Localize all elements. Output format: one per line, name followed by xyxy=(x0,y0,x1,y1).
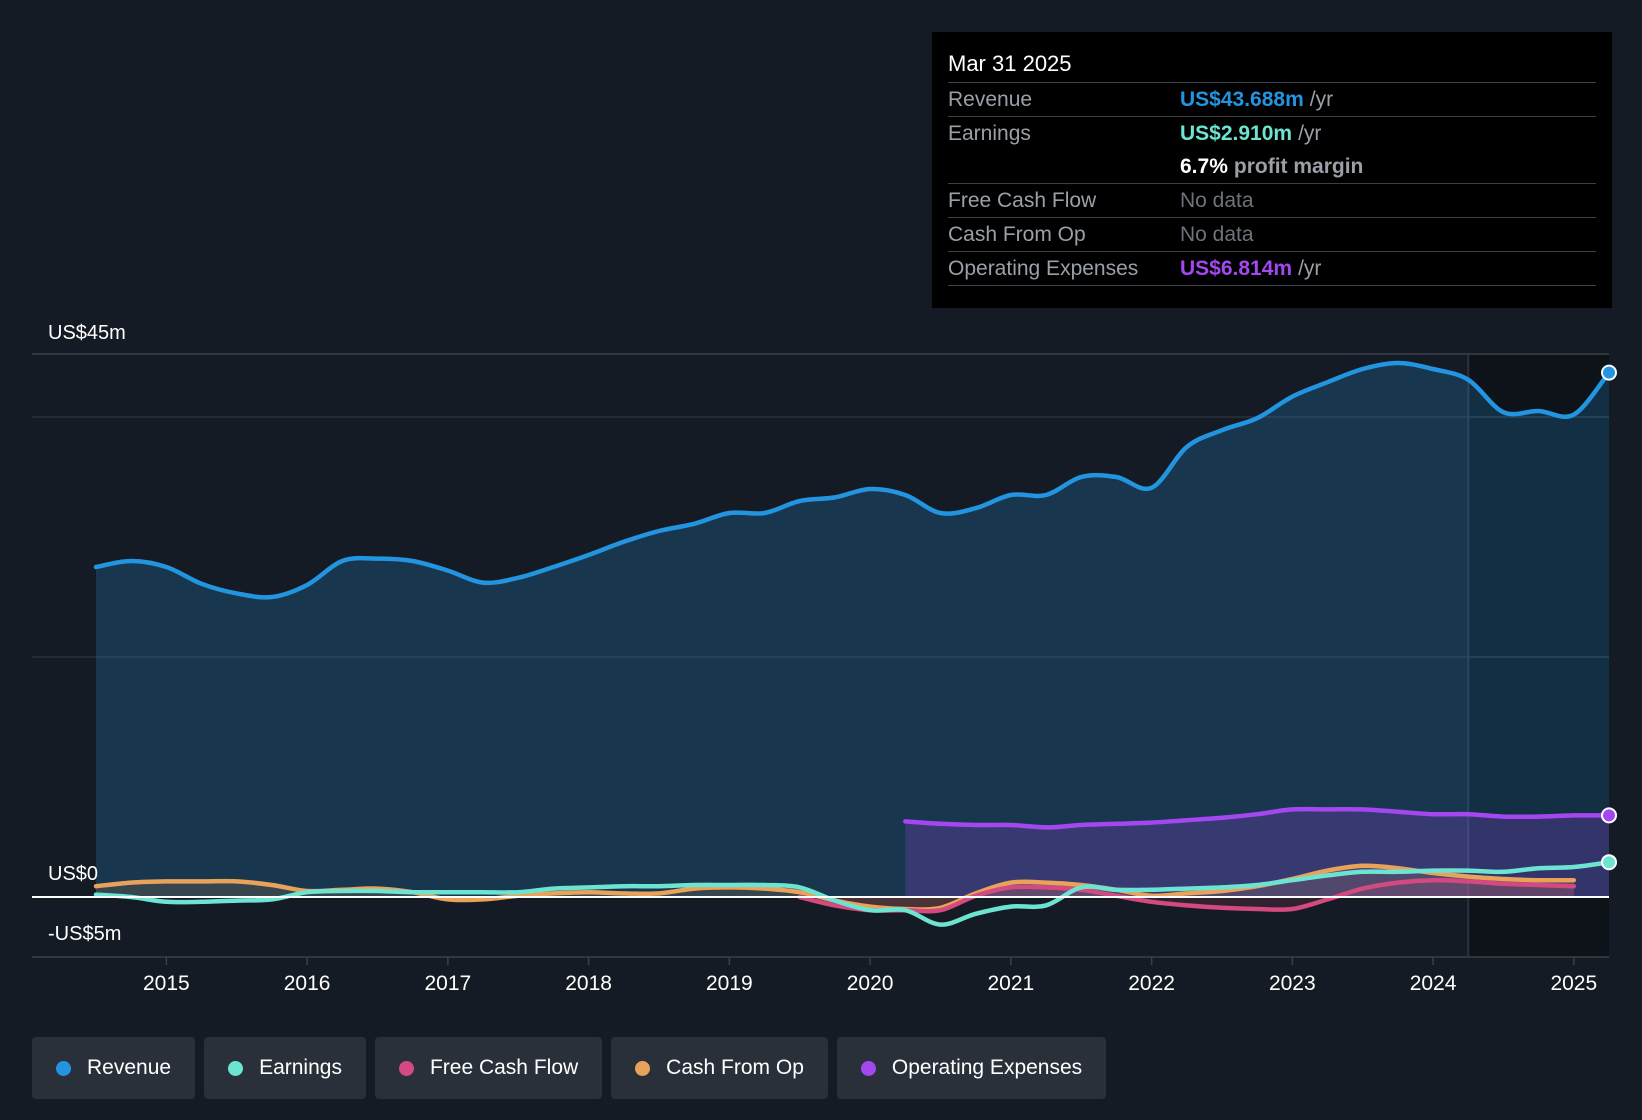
end-dot-earnings xyxy=(1601,854,1617,871)
line-revenue xyxy=(93,360,1612,600)
legend-item-operating-expenses[interactable]: Operating Expenses xyxy=(836,1037,1107,1099)
tooltip-cfo-label: Cash From Op xyxy=(948,222,1086,246)
end-dot-operating-expenses xyxy=(1601,807,1617,824)
area-free-cash-flow xyxy=(799,880,1574,912)
x-tick-label-2023: 2023 xyxy=(1269,972,1316,995)
legend-dot-operating-expenses xyxy=(860,1060,876,1076)
forecast-band xyxy=(1468,355,1609,957)
y-label-max: US$45m xyxy=(48,322,126,344)
line-earnings xyxy=(93,859,1612,927)
tooltip-fcf-value: No data xyxy=(1180,188,1254,212)
legend-item-free-cash-flow[interactable]: Free Cash Flow xyxy=(374,1037,603,1099)
y-label-zero: US$0 xyxy=(48,863,98,885)
legend-label-free-cash-flow: Free Cash Flow xyxy=(429,1056,579,1079)
tooltip-opex-value: US$6.814m xyxy=(1180,256,1293,280)
line-free-cash-flow xyxy=(797,877,1577,914)
tooltip-opex-unit: /yr xyxy=(1298,256,1322,280)
tooltip-row-opex: Operating Expenses US$6.814m /yr xyxy=(948,251,1596,286)
tooltip-row-cfo: Cash From Op No data xyxy=(948,217,1596,251)
y-label-min: -US$5m xyxy=(48,923,121,945)
tooltip-opex-label: Operating Expenses xyxy=(948,256,1139,280)
tooltip-row-fcf: Free Cash Flow No data xyxy=(948,183,1596,217)
legend-dot-free-cash-flow xyxy=(398,1060,414,1076)
tooltip-fcf-label: Free Cash Flow xyxy=(948,188,1097,212)
tooltip-row-margin: 6.7% profit margin xyxy=(948,150,1596,183)
tooltip-row-earnings: Earnings US$2.910m /yr xyxy=(948,116,1596,150)
end-dot-revenue xyxy=(1601,364,1617,381)
tooltip-revenue-label: Revenue xyxy=(948,87,1033,111)
x-tick-label-2022: 2022 xyxy=(1128,972,1175,995)
tooltip-revenue-value: US$43.688m xyxy=(1180,87,1304,111)
legend-label-operating-expenses: Operating Expenses xyxy=(891,1056,1083,1079)
tooltip-earnings-value: US$2.910m xyxy=(1180,121,1293,145)
tooltip-earnings-label: Earnings xyxy=(948,121,1031,145)
legend-dot-revenue xyxy=(56,1060,71,1076)
x-tick-label-2016: 2016 xyxy=(284,972,331,995)
tooltip-margin-pct: 6.7% xyxy=(1180,154,1228,178)
x-tick-label-2024: 2024 xyxy=(1410,972,1457,995)
tooltip-row-revenue: Revenue US$43.688m /yr xyxy=(948,82,1596,116)
legend-label-cash-from-op: Cash From Op xyxy=(666,1056,804,1079)
legend-item-revenue[interactable]: Revenue xyxy=(32,1037,196,1099)
tooltip-date: Mar 31 2025 xyxy=(948,51,1072,76)
line-operating-expenses xyxy=(903,806,1612,830)
legend: Revenue Earnings Free Cash Flow Cash Fro… xyxy=(32,1037,1115,1099)
legend-dot-earnings xyxy=(228,1060,244,1076)
legend-dot-cash-from-op xyxy=(635,1060,651,1076)
x-tick-label-2020: 2020 xyxy=(847,972,894,995)
tooltip-margin-text: profit margin xyxy=(1233,154,1364,178)
legend-item-earnings[interactable]: Earnings xyxy=(204,1037,366,1099)
tooltip-revenue-unit: /yr xyxy=(1309,87,1334,111)
x-tick-label-2017: 2017 xyxy=(425,972,472,995)
x-tick-label-2018: 2018 xyxy=(565,972,612,995)
legend-item-cash-from-op[interactable]: Cash From Op xyxy=(611,1037,828,1099)
legend-label-earnings: Earnings xyxy=(259,1056,342,1079)
x-tick-label-2021: 2021 xyxy=(987,972,1034,995)
x-tick-label-2019: 2019 xyxy=(706,972,753,995)
tooltip-panel: Mar 31 2025 Revenue US$43.688m /yr Earni… xyxy=(932,32,1612,308)
area-revenue xyxy=(96,363,1609,897)
tooltip-earnings-unit: /yr xyxy=(1298,121,1322,145)
legend-label-revenue: Revenue xyxy=(87,1056,172,1079)
tooltip-cfo-value: No data xyxy=(1180,222,1254,246)
x-tick-label-2015: 2015 xyxy=(143,972,190,995)
x-tick-label-2025: 2025 xyxy=(1550,972,1597,995)
